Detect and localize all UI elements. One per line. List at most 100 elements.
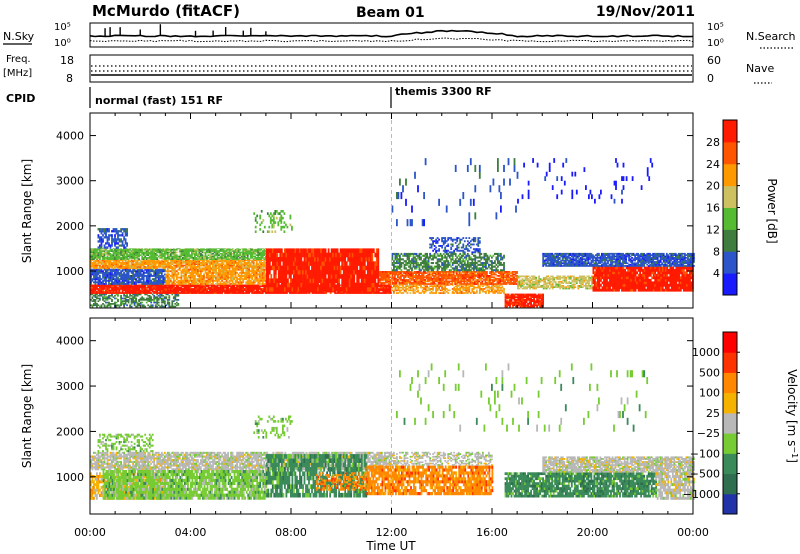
power-cell bbox=[166, 257, 169, 259]
power-cell bbox=[169, 259, 172, 261]
power-cell bbox=[147, 281, 150, 284]
power-cell bbox=[175, 299, 178, 301]
power-cell bbox=[224, 289, 226, 292]
power-cell bbox=[106, 258, 109, 260]
power-cell bbox=[115, 271, 118, 274]
power-cell bbox=[201, 284, 204, 286]
power-cell bbox=[163, 292, 166, 294]
power-cell bbox=[117, 255, 119, 258]
power-cell bbox=[163, 254, 166, 256]
power-cell bbox=[141, 250, 144, 252]
power-cell bbox=[133, 284, 136, 286]
power-cell bbox=[151, 289, 154, 292]
power-cell bbox=[168, 299, 171, 301]
power-cell bbox=[182, 260, 184, 263]
power-cell bbox=[139, 263, 142, 265]
power-cell bbox=[197, 255, 199, 258]
power-cell bbox=[130, 252, 133, 255]
power-cell bbox=[207, 262, 210, 264]
power-cell bbox=[166, 248, 169, 250]
power-cell bbox=[156, 289, 159, 292]
power-cell bbox=[144, 257, 147, 259]
power-cell bbox=[111, 268, 113, 271]
power-cell bbox=[153, 292, 156, 294]
power-cell bbox=[201, 290, 204, 293]
power-cell bbox=[138, 248, 140, 251]
power-cell bbox=[189, 267, 192, 270]
power-cell bbox=[338, 278, 340, 283]
power-cell bbox=[240, 262, 243, 264]
power-cell bbox=[120, 292, 122, 294]
power-cell bbox=[165, 264, 168, 267]
power-cell bbox=[377, 292, 380, 294]
power-cell bbox=[157, 259, 160, 261]
power-cell bbox=[105, 282, 107, 285]
power-cell bbox=[251, 290, 254, 293]
power-cell bbox=[261, 264, 264, 267]
power-cell bbox=[215, 266, 217, 268]
power-cell bbox=[145, 278, 148, 281]
freq-tick-low: 8 bbox=[66, 72, 73, 85]
power-cell bbox=[178, 248, 181, 251]
power-cell bbox=[194, 292, 196, 294]
power-cell bbox=[111, 288, 113, 290]
power-cell bbox=[136, 281, 139, 284]
power-cell bbox=[191, 288, 193, 290]
power-cell bbox=[117, 284, 119, 286]
power-cell bbox=[117, 232, 119, 235]
power-cell bbox=[272, 292, 275, 294]
power-cell bbox=[94, 296, 97, 298]
power-cell bbox=[145, 290, 148, 293]
power-cell bbox=[145, 262, 148, 264]
power-cell bbox=[252, 260, 255, 263]
power-cell bbox=[154, 263, 157, 265]
power-cell bbox=[387, 285, 389, 288]
power-cell bbox=[233, 259, 235, 261]
power-cell bbox=[136, 255, 139, 258]
power-cell bbox=[102, 238, 104, 241]
power-cell bbox=[118, 260, 121, 263]
power-cell bbox=[121, 240, 124, 243]
power-cell bbox=[163, 301, 166, 304]
power-cell bbox=[239, 286, 241, 289]
power-cell bbox=[109, 297, 112, 300]
power-cell bbox=[236, 289, 238, 292]
power-cell bbox=[240, 259, 243, 261]
power-cell bbox=[186, 262, 189, 264]
power-cell bbox=[228, 285, 231, 288]
power-cell bbox=[90, 275, 92, 277]
power-cell bbox=[133, 290, 136, 293]
power-cell bbox=[148, 258, 151, 260]
power-cell bbox=[139, 248, 142, 250]
power-cell bbox=[136, 262, 139, 264]
power-cell bbox=[162, 292, 165, 294]
power-cell bbox=[126, 288, 128, 290]
power-cell bbox=[194, 252, 196, 255]
power-cell bbox=[213, 285, 216, 288]
power-cell bbox=[216, 260, 219, 263]
power-cell bbox=[215, 268, 217, 271]
power-cell bbox=[169, 248, 172, 251]
power-cell bbox=[136, 251, 139, 254]
power-cell bbox=[132, 257, 134, 259]
power-cell bbox=[195, 251, 198, 254]
power-cell bbox=[237, 286, 240, 289]
power-cell bbox=[227, 264, 229, 267]
power-cell bbox=[121, 260, 124, 263]
power-cell bbox=[227, 288, 229, 290]
power-cell bbox=[154, 276, 157, 279]
power-cell bbox=[194, 262, 196, 264]
power-cell bbox=[123, 288, 125, 290]
power-cell bbox=[153, 294, 156, 297]
power-cell bbox=[186, 263, 189, 265]
power-cell bbox=[339, 265, 342, 271]
power-cell bbox=[141, 299, 144, 301]
power-cell bbox=[150, 248, 153, 251]
power-cell bbox=[310, 290, 312, 293]
power-cell bbox=[136, 250, 139, 252]
power-cell bbox=[124, 292, 127, 294]
power-cell bbox=[93, 304, 95, 307]
power-cell bbox=[207, 284, 210, 286]
power-cell bbox=[126, 279, 128, 282]
power-cell bbox=[90, 299, 92, 301]
